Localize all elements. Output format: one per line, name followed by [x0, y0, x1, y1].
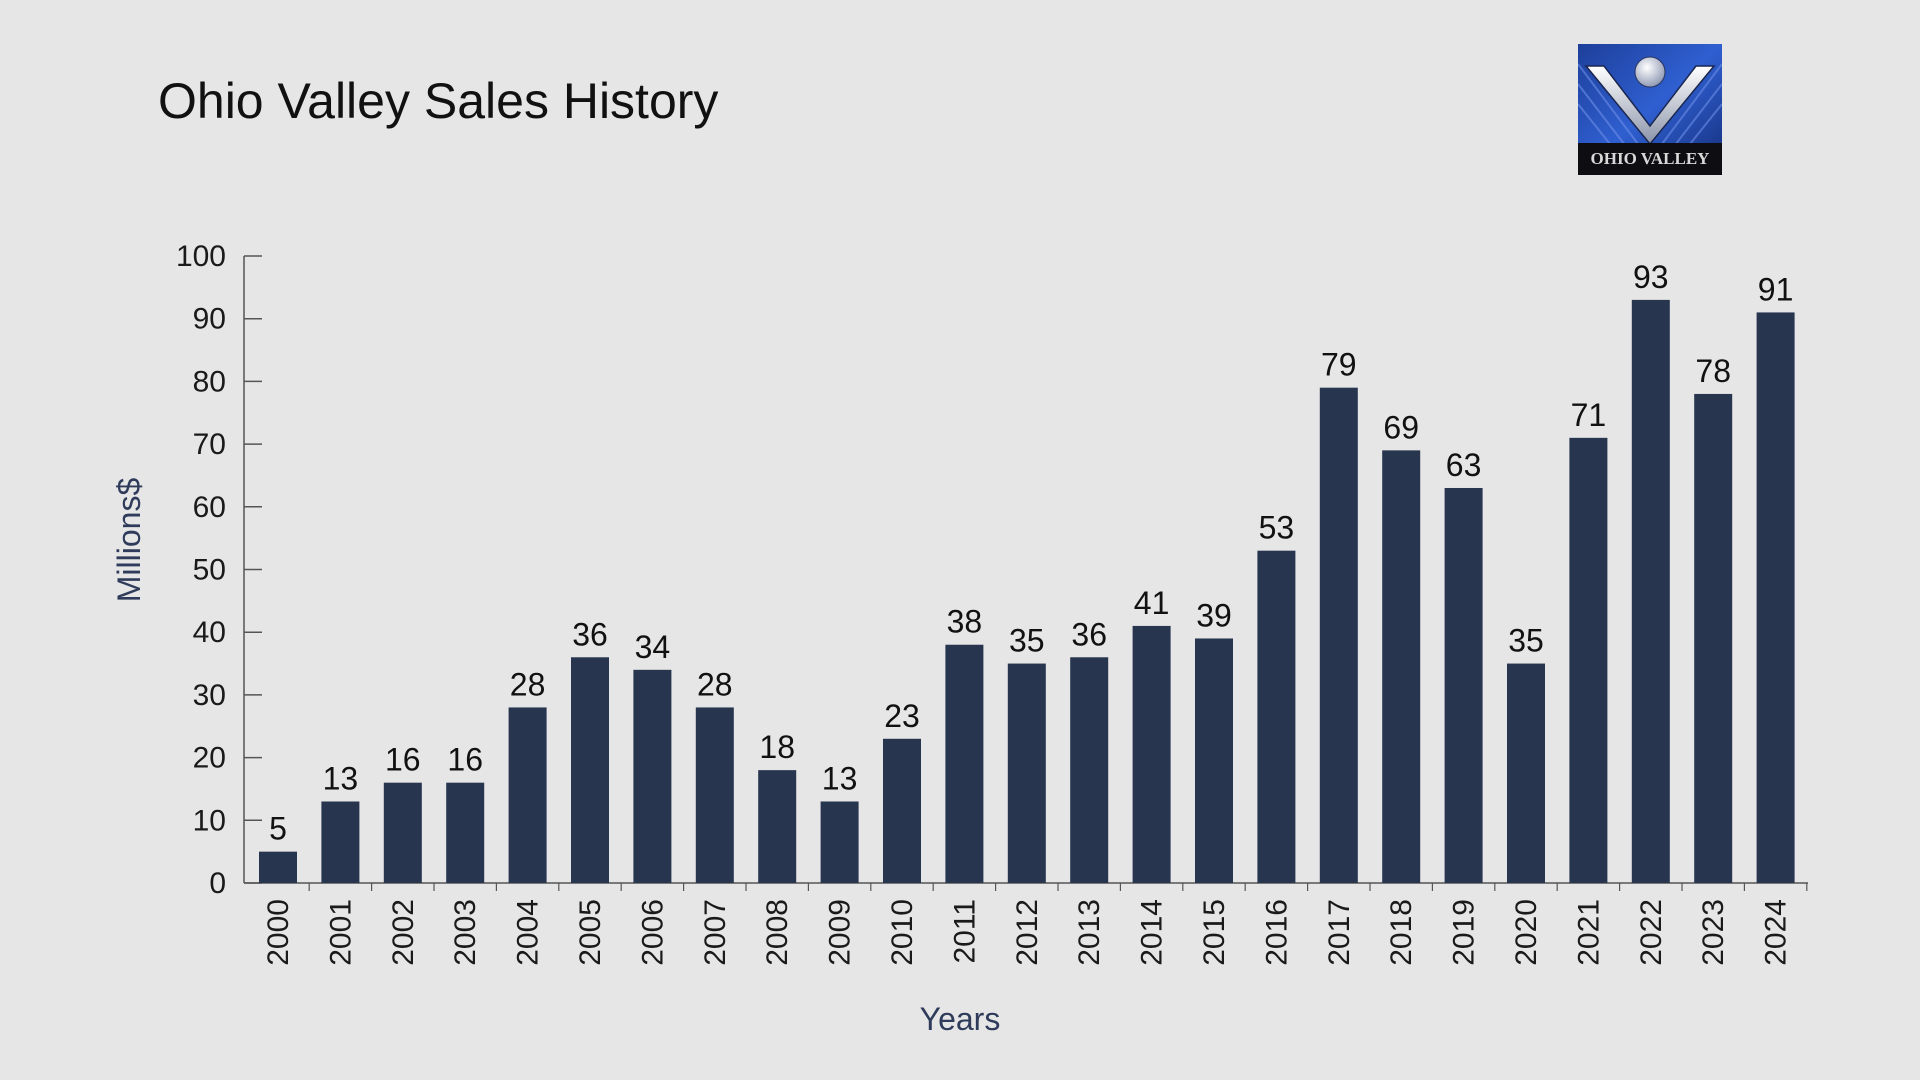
y-tick-label: 90 [193, 303, 226, 336]
data-label: 36 [1071, 616, 1107, 652]
data-label: 79 [1321, 347, 1357, 383]
x-tick-label: 2021 [1572, 899, 1605, 966]
y-tick-label: 60 [193, 491, 226, 524]
data-label: 38 [947, 604, 983, 640]
x-tick-label: 2010 [886, 899, 919, 966]
bar [1382, 450, 1421, 883]
bar [1756, 312, 1795, 883]
data-label: 18 [759, 729, 795, 765]
data-label: 93 [1633, 259, 1669, 295]
x-tick-label: 2014 [1136, 899, 1169, 966]
data-label: 78 [1695, 353, 1731, 389]
bar [1694, 393, 1733, 883]
data-label: 5 [269, 811, 287, 847]
bar [259, 851, 297, 883]
data-label: 16 [385, 742, 421, 778]
bars [259, 299, 1795, 883]
x-tick-label: 2004 [512, 899, 545, 966]
y-tick-label: 30 [193, 679, 226, 712]
bar [1132, 625, 1171, 883]
ohio-valley-logo-icon: OHIO VALLEY [1578, 44, 1722, 175]
data-label: 28 [697, 666, 733, 702]
logo-text: OHIO VALLEY [1591, 149, 1710, 168]
bar [695, 707, 734, 883]
bar [571, 657, 609, 883]
x-axis: 2000 2001 2002 2003 2004 2005 2006 2007 2008 2009… [244, 882, 1808, 966]
bar [508, 707, 547, 883]
bar [1507, 663, 1545, 883]
bar [321, 801, 360, 883]
bar [1631, 299, 1670, 883]
bar [1257, 550, 1296, 883]
y-tick-label: 50 [193, 554, 226, 587]
data-label: 63 [1446, 447, 1482, 483]
y-tick-label: 70 [193, 428, 226, 461]
x-tick-label: 2019 [1448, 899, 1481, 966]
data-label: 41 [1134, 585, 1170, 621]
x-tick-label: 2018 [1385, 899, 1418, 966]
x-tick-label: 2005 [574, 899, 607, 966]
data-label: 13 [323, 760, 359, 796]
data-label: 35 [1009, 623, 1045, 659]
y-axis-title: Millions$ [111, 478, 147, 603]
x-tick-label: 2015 [1198, 899, 1231, 966]
bar [1195, 638, 1233, 883]
x-tick-label: 2001 [324, 899, 357, 966]
x-tick-label: 2006 [636, 899, 669, 966]
x-tick-label: 2002 [387, 899, 420, 966]
x-tick-label: 2013 [1073, 899, 1106, 966]
x-tick-label: 2020 [1510, 899, 1543, 966]
bar [1444, 487, 1483, 883]
x-tick-label: 2024 [1760, 899, 1793, 966]
x-tick-label: 2003 [449, 899, 482, 966]
y-axis: 0 10 20 30 40 50 60 70 80 90 100 [176, 240, 262, 900]
data-labels: 5 13 16 16 28 36 34 28 18 13 23 38 35 36 41 39 53 79 69 63 3… [269, 259, 1793, 847]
data-label: 39 [1196, 597, 1232, 633]
y-tick-label: 40 [193, 616, 226, 649]
data-label: 53 [1259, 510, 1295, 546]
x-axis-title: Years [920, 1001, 1001, 1037]
x-tick-label: 2023 [1697, 899, 1730, 966]
bar [1007, 663, 1046, 883]
data-label: 13 [822, 760, 858, 796]
data-label: 34 [635, 629, 671, 665]
bar [383, 782, 422, 883]
y-tick-label: 0 [209, 867, 226, 900]
data-label: 16 [447, 742, 483, 778]
bar [446, 782, 485, 883]
bar [1070, 657, 1109, 883]
x-tick-label: 2011 [948, 899, 981, 964]
x-tick-label: 2009 [824, 899, 857, 966]
x-tick-label: 2012 [1011, 899, 1044, 966]
data-label: 28 [510, 666, 546, 702]
data-label: 23 [884, 698, 920, 734]
data-label: 35 [1508, 623, 1544, 659]
bar [883, 738, 921, 883]
x-tick-label: 2000 [262, 899, 295, 966]
data-label: 69 [1383, 409, 1419, 445]
bar [1319, 387, 1358, 883]
data-label: 36 [572, 616, 608, 652]
y-tick-label: 20 [193, 742, 226, 775]
y-tick-label: 100 [176, 240, 226, 273]
bar [758, 770, 797, 883]
data-label: 91 [1758, 271, 1794, 307]
data-label: 71 [1571, 397, 1607, 433]
bar [1569, 437, 1608, 883]
chart-title: Ohio Valley Sales History [158, 73, 719, 129]
bar [633, 669, 672, 883]
x-tick-label: 2008 [761, 899, 794, 966]
bar [820, 801, 859, 883]
x-tick-label: 2007 [699, 899, 732, 966]
x-tick-label: 2017 [1323, 899, 1356, 966]
y-tick-label: 80 [193, 365, 226, 398]
y-tick-label: 10 [193, 804, 226, 837]
x-tick-label: 2022 [1635, 899, 1668, 966]
x-tick-label: 2016 [1260, 899, 1293, 966]
bar [945, 644, 984, 883]
